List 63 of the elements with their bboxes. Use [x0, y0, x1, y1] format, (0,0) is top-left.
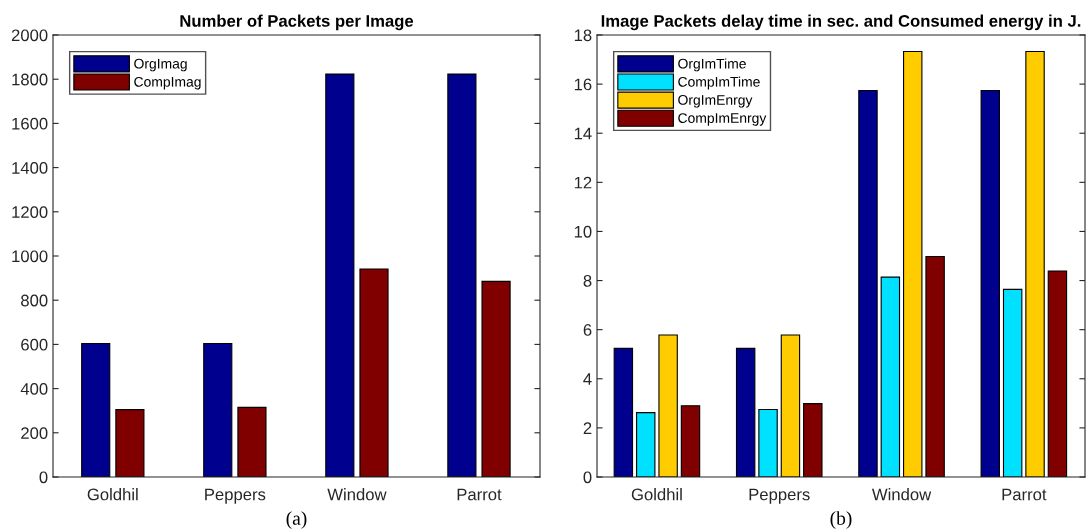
bar — [780, 334, 801, 477]
bar — [658, 334, 678, 477]
bar — [980, 89, 1001, 477]
y-tick-label: 8 — [583, 274, 592, 287]
bar — [1047, 270, 1068, 477]
bar — [636, 412, 656, 477]
y-tick-label: 1400 — [12, 162, 48, 174]
y-tick-label: 2000 — [11, 29, 48, 42]
y-tick-label: 400 — [20, 383, 48, 395]
bar — [203, 342, 233, 477]
text: (a) — [286, 511, 307, 529]
y-tick-label: 200 — [21, 427, 48, 439]
x-tick-label: Goldhil — [631, 488, 682, 501]
bar — [803, 403, 823, 477]
legend-label: CompImag — [134, 76, 201, 90]
legend-label: OrgImEnrgy — [678, 95, 753, 108]
x-tick-label: Parrot — [1002, 488, 1047, 501]
bar — [858, 89, 878, 477]
y-tick-label: 1800 — [12, 73, 48, 86]
y-tick-label: 6 — [583, 324, 592, 336]
bar — [925, 255, 945, 477]
chart-title: Number of Packets per Image — [180, 14, 414, 31]
bar — [735, 347, 756, 477]
legend-label: OrgImTime — [678, 58, 746, 72]
y-tick-label: 1000 — [12, 250, 48, 263]
y-tick-label: 1200 — [12, 206, 48, 218]
x-tick-label: Parrot — [457, 488, 502, 501]
y-tick-label: 2 — [583, 422, 592, 434]
bar — [903, 50, 923, 477]
x-tick-label: Peppers — [205, 488, 266, 504]
bar — [880, 276, 901, 477]
x-tick-label: Goldhil — [87, 488, 138, 501]
chart-title: Image Packets delay time in sec. and Consumed energy in J. — [601, 14, 1081, 31]
bar — [447, 73, 477, 477]
bar — [81, 342, 111, 477]
legend-label: OrgImag — [134, 58, 187, 72]
y-tick-label: 16 — [574, 78, 592, 91]
y-tick-label: 800 — [21, 294, 48, 307]
bar — [115, 409, 145, 477]
legend-label: CompImEnrgy — [678, 113, 767, 126]
y-tick-label: 0 — [39, 471, 48, 484]
bar — [1002, 288, 1023, 477]
x-tick-label: Window — [327, 488, 387, 501]
bar — [613, 347, 634, 477]
bar — [758, 408, 778, 477]
bar — [237, 406, 267, 477]
bar — [325, 73, 355, 477]
x-tick-label: Window — [871, 488, 932, 501]
legend-label: CompImTime — [678, 76, 760, 90]
y-tick-label: 0 — [583, 471, 592, 484]
y-tick-label: 10 — [574, 225, 592, 238]
y-tick-label: 1600 — [12, 117, 48, 130]
x-tick-label: Peppers — [749, 488, 810, 504]
bar — [481, 280, 511, 477]
y-tick-label: 12 — [574, 176, 592, 189]
text: (b) — [830, 511, 852, 529]
bar — [1025, 50, 1045, 477]
y-tick-label: 600 — [21, 338, 48, 351]
bar — [359, 268, 389, 477]
y-tick-label: 18 — [574, 29, 592, 42]
bar — [680, 405, 701, 477]
y-tick-label: 4 — [583, 373, 592, 385]
y-tick-label: 14 — [574, 127, 592, 140]
